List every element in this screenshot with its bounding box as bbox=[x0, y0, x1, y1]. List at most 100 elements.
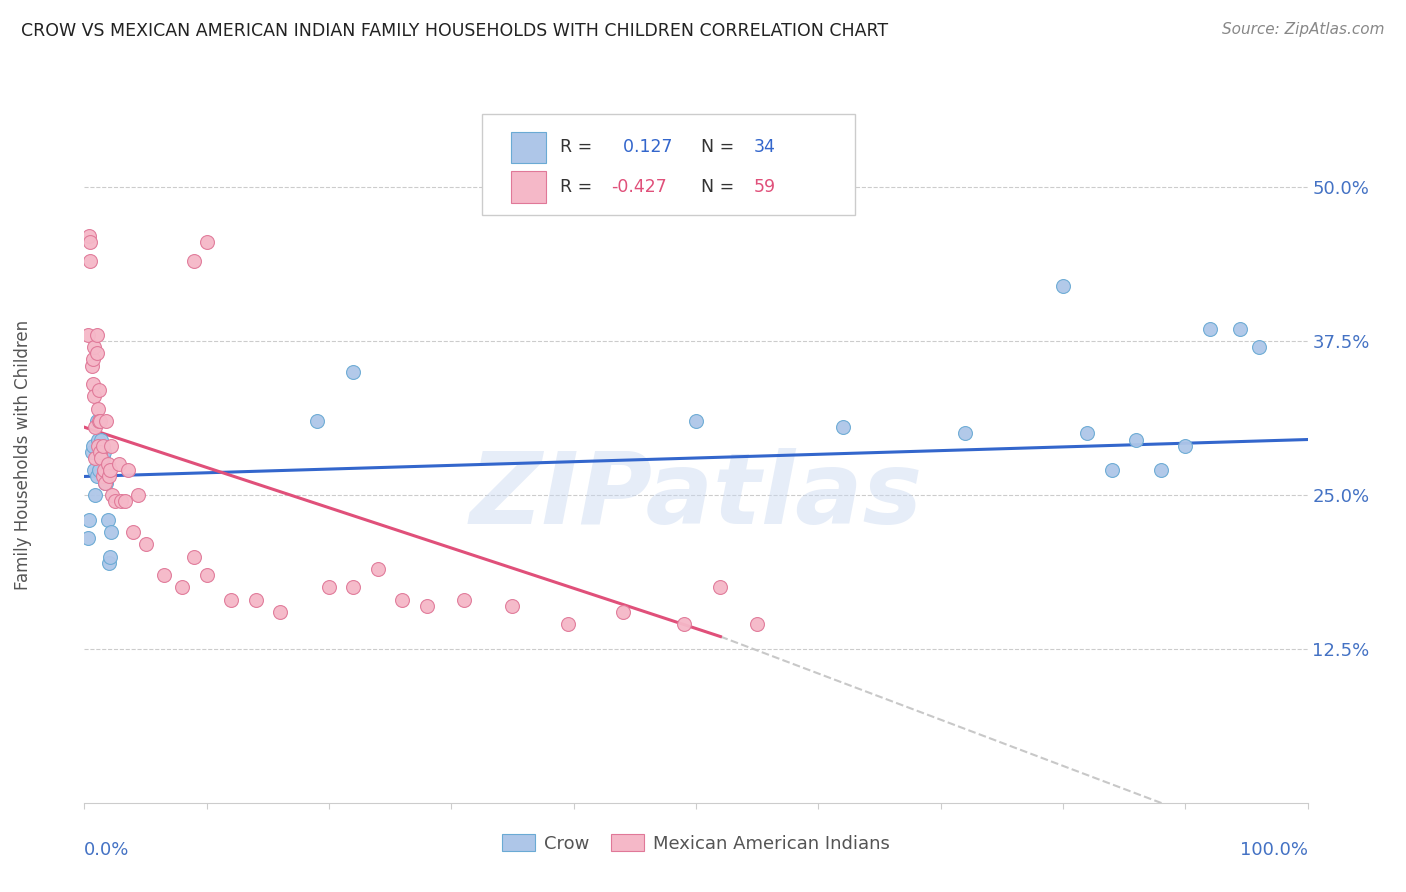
Point bbox=[195, 568, 218, 582]
Point bbox=[80, 445, 103, 459]
Point bbox=[1198, 321, 1220, 335]
Point bbox=[672, 617, 695, 632]
Point bbox=[97, 556, 120, 570]
Text: R =: R = bbox=[560, 138, 592, 156]
Text: N =: N = bbox=[700, 138, 734, 156]
Point bbox=[83, 340, 105, 354]
Point bbox=[110, 494, 132, 508]
Point bbox=[172, 580, 194, 594]
Point bbox=[86, 346, 108, 360]
Point bbox=[98, 549, 121, 564]
Point bbox=[953, 426, 976, 441]
Point bbox=[1052, 278, 1074, 293]
Point bbox=[107, 457, 129, 471]
FancyBboxPatch shape bbox=[512, 171, 546, 202]
Point bbox=[84, 450, 107, 465]
Text: Family Households with Children: Family Households with Children bbox=[14, 320, 32, 590]
Point bbox=[831, 420, 853, 434]
Point bbox=[122, 524, 145, 539]
Point bbox=[86, 469, 108, 483]
Point bbox=[91, 450, 114, 465]
Point bbox=[87, 401, 110, 416]
Point bbox=[269, 605, 291, 619]
Legend: Crow, Mexican American Indians: Crow, Mexican American Indians bbox=[495, 827, 897, 860]
Point bbox=[100, 524, 122, 539]
Point bbox=[1174, 439, 1197, 453]
Point bbox=[84, 420, 107, 434]
Point bbox=[96, 475, 118, 490]
Text: 0.127: 0.127 bbox=[612, 138, 672, 156]
Point bbox=[93, 463, 115, 477]
Point bbox=[77, 327, 100, 342]
Point bbox=[245, 592, 267, 607]
Point bbox=[87, 384, 110, 398]
Text: 100.0%: 100.0% bbox=[1240, 841, 1308, 859]
Point bbox=[77, 229, 100, 244]
Point bbox=[90, 433, 112, 447]
Point bbox=[86, 327, 108, 342]
Point bbox=[114, 494, 136, 508]
Text: Source: ZipAtlas.com: Source: ZipAtlas.com bbox=[1222, 22, 1385, 37]
Point bbox=[82, 377, 104, 392]
Point bbox=[117, 463, 139, 477]
Point bbox=[87, 414, 110, 428]
Point bbox=[153, 568, 176, 582]
Point bbox=[135, 537, 157, 551]
Point bbox=[367, 562, 389, 576]
Point bbox=[416, 599, 439, 613]
Point bbox=[97, 469, 120, 483]
Point bbox=[91, 469, 114, 483]
Point bbox=[195, 235, 218, 250]
Point bbox=[747, 617, 769, 632]
Point bbox=[97, 512, 120, 526]
Point bbox=[87, 433, 110, 447]
Text: 59: 59 bbox=[754, 178, 776, 196]
Point bbox=[98, 463, 121, 477]
Point bbox=[93, 445, 115, 459]
Point bbox=[90, 450, 112, 465]
Point bbox=[453, 592, 475, 607]
Point bbox=[82, 439, 104, 453]
Point bbox=[91, 439, 114, 453]
Point bbox=[94, 475, 117, 490]
Point bbox=[101, 488, 124, 502]
Point bbox=[82, 352, 104, 367]
FancyBboxPatch shape bbox=[512, 132, 546, 163]
Point bbox=[1247, 340, 1270, 354]
Point bbox=[127, 488, 149, 502]
Text: N =: N = bbox=[700, 178, 734, 196]
Point bbox=[80, 359, 103, 373]
Text: 34: 34 bbox=[754, 138, 775, 156]
Point bbox=[77, 512, 100, 526]
Point bbox=[89, 414, 111, 428]
Point bbox=[83, 463, 105, 477]
Point bbox=[94, 475, 117, 490]
Point bbox=[77, 531, 100, 545]
Point bbox=[97, 457, 120, 471]
Point bbox=[1076, 426, 1098, 441]
Point bbox=[685, 414, 707, 428]
FancyBboxPatch shape bbox=[482, 114, 855, 215]
Point bbox=[305, 414, 328, 428]
Text: CROW VS MEXICAN AMERICAN INDIAN FAMILY HOUSEHOLDS WITH CHILDREN CORRELATION CHAR: CROW VS MEXICAN AMERICAN INDIAN FAMILY H… bbox=[21, 22, 889, 40]
Point bbox=[89, 445, 111, 459]
Point bbox=[86, 414, 108, 428]
Point bbox=[87, 463, 110, 477]
Point bbox=[502, 599, 524, 613]
Point bbox=[1150, 463, 1173, 477]
Text: ZIPatlas: ZIPatlas bbox=[470, 448, 922, 545]
Point bbox=[183, 254, 205, 268]
Point bbox=[1101, 463, 1123, 477]
Point bbox=[557, 617, 579, 632]
Point bbox=[709, 580, 731, 594]
Point bbox=[1229, 321, 1251, 335]
Point bbox=[219, 592, 242, 607]
Text: R =: R = bbox=[560, 178, 592, 196]
Point bbox=[89, 445, 111, 459]
Point bbox=[79, 235, 101, 250]
Point bbox=[183, 549, 205, 564]
Point bbox=[83, 389, 105, 403]
Point bbox=[342, 580, 364, 594]
Point bbox=[104, 494, 127, 508]
Point bbox=[84, 488, 107, 502]
